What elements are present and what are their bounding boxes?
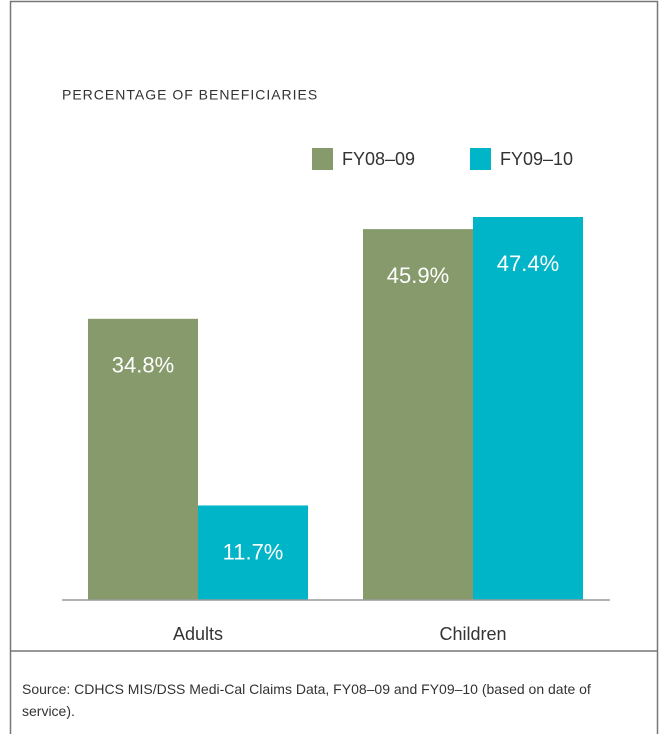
data-label: 47.4%	[497, 251, 559, 276]
bar	[198, 505, 308, 600]
bar	[473, 217, 583, 600]
legend-swatch	[312, 148, 333, 170]
frame	[9, 0, 659, 739]
x-tick-label: Children	[439, 624, 506, 644]
bar	[363, 229, 473, 601]
source-note: Source: CDHCS MIS/DSS Medi-Cal Claims Da…	[22, 681, 591, 719]
legend-swatch	[470, 148, 491, 170]
legend-label: FY09–10	[500, 149, 573, 169]
data-label: 11.7%	[223, 539, 284, 564]
y-axis-label: PERCENTAGE OF BENEFICIARIES	[62, 87, 318, 103]
bar	[88, 318, 198, 600]
data-label: 45.9%	[387, 263, 449, 288]
x-tick-label: Adults	[173, 624, 223, 644]
legend-label: FY08–09	[342, 149, 415, 169]
data-label: 34.8%	[112, 353, 174, 378]
